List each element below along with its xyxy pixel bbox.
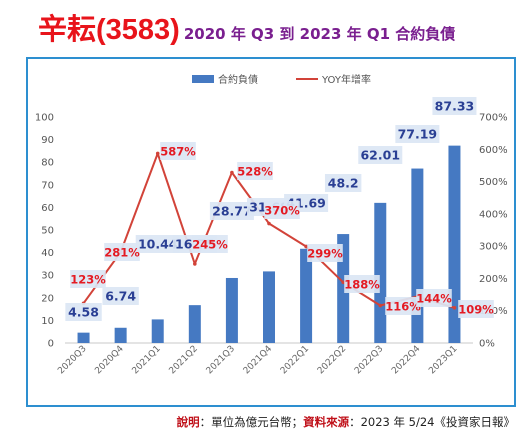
yoy-value-label-2021Q4-bg [264, 201, 300, 219]
y-left-tick-label: 20 [41, 293, 54, 304]
footnote-label-source: 資料來源 [303, 415, 350, 429]
y-left-tick-label: 90 [41, 135, 54, 146]
yoy-value-label-2022Q1: 299% [307, 247, 343, 261]
bar-value-label-2022Q3: 62.01 [360, 148, 400, 163]
legend-line-label: YOY年增率 [321, 73, 371, 86]
yoy-value-label-2022Q2: 188% [344, 278, 380, 292]
chart-title: 辛耘(3583) 2020 年 Q3 到 2023 年 Q1 合約負債 [38, 6, 455, 48]
yoy-value-label-2021Q1: 587% [160, 145, 196, 159]
bar-value-label-2021Q1: 10.44 [138, 237, 178, 252]
footnote-label-explain: 說明 [176, 415, 200, 429]
bar-2022Q1 [300, 248, 313, 343]
yoy-value-label-2020Q3-bg [70, 270, 106, 288]
bar-2022Q4 [411, 168, 424, 343]
y-left-tick-label: 40 [41, 248, 54, 259]
y-left-tick-label: 80 [41, 158, 54, 169]
yoy-value-label-2022Q2-bg [344, 275, 380, 293]
yoy-value-label-2022Q3: 116% [385, 300, 421, 314]
y-left-tick-label: 10 [41, 316, 54, 327]
yoy-point-2021Q2 [193, 262, 197, 266]
bar-2021Q4 [263, 271, 275, 343]
chart-svg: 01020304050607080901000%100%200%300%400%… [35, 73, 508, 377]
y-right-tick-label: 0% [479, 339, 495, 350]
bar-value-label-2022Q2-bg [324, 174, 362, 192]
y-right-tick-label: 700% [479, 113, 508, 124]
footnote: 說明：單位為億元台幣；資料來源：2023 年 5/24《投資家日報》 [177, 414, 515, 430]
yoy-value-label-2021Q3-bg [237, 162, 273, 180]
footnote-text-unit: ：單位為億元台幣； [199, 415, 304, 429]
bar-value-label-2020Q4: 6.74 [105, 289, 136, 304]
x-tick-label-2020Q3: 2020Q3 [56, 344, 88, 376]
y-right-tick-label: 400% [479, 209, 508, 220]
x-tick-label-2021Q3: 2021Q3 [205, 344, 237, 376]
y-right-tick-label: 600% [479, 145, 508, 156]
bar-value-label-2021Q3-bg [209, 202, 254, 220]
title-company: 辛耘(3583) [38, 14, 180, 46]
yoy-point-2022Q3 [378, 303, 383, 308]
y-left-tick-label: 60 [41, 203, 54, 214]
y-left-tick-label: 100 [35, 113, 54, 124]
x-tick-label-2021Q2: 2021Q2 [168, 344, 200, 376]
bar-2020Q3 [77, 332, 90, 343]
bar-2022Q3 [374, 202, 387, 343]
yoy-value-label-2021Q1-bg [160, 142, 196, 160]
bar-value-label-2022Q3-bg [358, 146, 403, 164]
y-left-tick-label: 70 [41, 180, 54, 191]
bar-value-label-2023Q1-bg [432, 97, 477, 115]
x-tick-label-2022Q1: 2022Q1 [279, 344, 311, 376]
y-left-tick-label: 0 [48, 339, 54, 350]
x-tick-label-2020Q4: 2020Q4 [93, 344, 126, 377]
bar-value-label-2020Q3-bg [65, 303, 102, 321]
title-subtitle: 2020 年 Q3 到 2023 年 Q1 合約負債 [183, 25, 456, 43]
y-right-tick-label: 500% [479, 177, 508, 188]
legend-bar-swatch [192, 75, 214, 83]
bar-value-label-2023Q1: 87.33 [435, 99, 475, 114]
bar-2020Q4 [114, 327, 127, 343]
yoy-value-label-2022Q4: 144% [416, 292, 452, 306]
bar-value-label-2021Q3: 28.77 [212, 204, 252, 219]
bar-value-label-2020Q4-bg [102, 287, 139, 305]
bar-2021Q2 [188, 305, 201, 343]
yoy-value-label-2022Q1-bg [307, 244, 343, 262]
yoy-value-label-2021Q3: 528% [237, 165, 273, 179]
yoy-point-2022Q1 [304, 244, 308, 249]
bar-2021Q1 [151, 319, 164, 343]
yoy-point-2022Q2 [341, 280, 345, 285]
x-tick-label-2023Q1: 2023Q1 [427, 344, 459, 376]
x-tick-label-2022Q3: 2022Q3 [353, 344, 385, 376]
yoy-value-label-2021Q2-bg [192, 235, 228, 253]
yoy-point-2023Q1 [452, 306, 457, 310]
x-tick-label-2022Q2: 2022Q2 [316, 344, 348, 376]
yoy-value-label-2023Q1: 109% [458, 303, 494, 317]
yoy-point-2021Q1 [155, 151, 160, 156]
yoy-value-label-2022Q3-bg [385, 297, 421, 315]
bar-value-label-2022Q2: 48.2 [328, 176, 359, 191]
chart-frame: 01020304050607080901000%100%200%300%400%… [26, 57, 516, 407]
bar-value-label-2020Q3: 4.58 [68, 305, 99, 320]
yoy-value-label-2020Q4-bg [104, 243, 140, 261]
y-right-tick-label: 300% [479, 242, 508, 253]
yoy-value-label-2020Q4: 281% [104, 246, 140, 260]
x-tick-label-2022Q4: 2022Q4 [390, 344, 423, 377]
bar-2021Q3 [225, 277, 238, 343]
yoy-value-label-2023Q1-bg [458, 300, 494, 318]
bar-value-label-2022Q4: 77.19 [398, 127, 438, 142]
x-tick-label-2021Q4: 2021Q4 [242, 344, 275, 377]
x-tick-label-2021Q1: 2021Q1 [131, 344, 163, 376]
yoy-value-label-2021Q2: 245% [192, 238, 228, 252]
y-left-tick-label: 30 [41, 271, 54, 282]
y-right-tick-label: 200% [479, 274, 508, 285]
yoy-point-2021Q4 [267, 221, 271, 226]
yoy-point-2021Q3 [230, 170, 234, 175]
bar-value-label-2021Q1-bg [135, 235, 180, 253]
y-left-tick-label: 50 [41, 226, 54, 237]
yoy-value-label-2020Q3: 123% [70, 273, 106, 287]
legend-bar-label: 合約負債 [218, 73, 258, 86]
yoy-value-label-2022Q4-bg [416, 289, 452, 307]
yoy-value-label-2021Q4: 370% [264, 204, 300, 218]
footnote-text-source: ：2023 年 5/24《投資家日報》 [349, 415, 515, 429]
bar-value-label-2022Q4-bg [395, 125, 440, 143]
